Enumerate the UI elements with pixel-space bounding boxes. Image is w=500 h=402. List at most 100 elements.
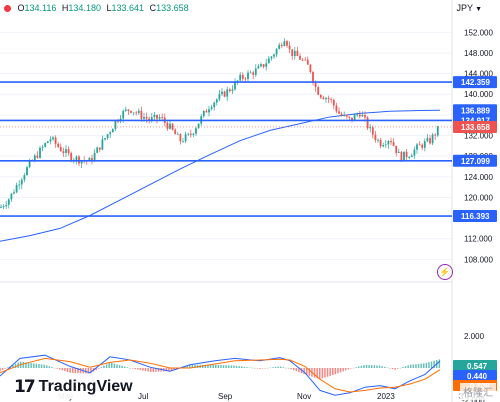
currency-label: JPY xyxy=(456,3,474,13)
x-tick-label: Sep xyxy=(218,392,233,401)
candle-body xyxy=(15,185,18,193)
candle-body xyxy=(114,120,117,130)
candle-body xyxy=(254,68,257,75)
ma-value-label: 136.889 xyxy=(461,106,490,115)
candle xyxy=(127,109,130,115)
y-tick-label: 152.000 xyxy=(464,28,493,37)
currency-selector[interactable]: JPY ▼ xyxy=(457,3,482,13)
candle xyxy=(436,126,439,137)
candle-body xyxy=(306,59,309,65)
candle-body xyxy=(395,145,398,153)
histogram-bar xyxy=(7,367,9,368)
histogram-bar xyxy=(126,367,129,368)
candle xyxy=(382,142,385,148)
histogram-bar xyxy=(303,368,305,375)
histogram-bar xyxy=(233,365,235,368)
histogram-bar xyxy=(103,365,105,368)
candle xyxy=(130,110,132,114)
candle-body xyxy=(93,152,96,162)
lightning-icon[interactable]: ⚡ xyxy=(437,264,453,280)
candle xyxy=(28,158,31,169)
candle xyxy=(366,116,369,131)
candle-body xyxy=(218,94,221,100)
moving-average-line xyxy=(0,109,441,242)
histogram-bar xyxy=(428,362,430,368)
candle xyxy=(418,141,421,146)
tradingview-mark-icon: 17 xyxy=(14,377,36,397)
candle-body xyxy=(309,64,312,72)
candle xyxy=(257,64,260,69)
candle xyxy=(65,144,67,157)
candle xyxy=(270,55,273,61)
histogram-bar xyxy=(391,368,394,369)
histogram-bar xyxy=(25,362,27,368)
candle-body xyxy=(288,45,291,50)
histogram-bar xyxy=(204,364,207,368)
candle xyxy=(46,140,49,144)
histogram-bar xyxy=(64,368,66,372)
osc-value-bg xyxy=(453,360,497,371)
candle-body xyxy=(317,87,320,95)
histogram-bar xyxy=(355,367,357,368)
candle-body xyxy=(348,116,351,118)
candle xyxy=(423,138,426,152)
histogram-bar xyxy=(124,366,126,368)
candle-body xyxy=(431,134,434,144)
candle xyxy=(348,116,351,120)
osc-value-label: 0.547 xyxy=(467,362,488,371)
histogram-bar xyxy=(358,366,360,368)
candle xyxy=(361,111,364,117)
close-value: 133.658 xyxy=(156,3,189,13)
candle-body xyxy=(231,89,234,92)
histogram-bar xyxy=(290,368,292,370)
candle xyxy=(358,110,361,119)
candle-body xyxy=(137,110,140,114)
candle-body xyxy=(46,141,49,144)
candle-body xyxy=(273,54,275,57)
candle xyxy=(286,39,288,48)
histogram-bar xyxy=(342,368,344,372)
candle-body xyxy=(345,114,348,117)
candle-body xyxy=(260,64,262,67)
candle-body xyxy=(124,109,127,111)
candle-body xyxy=(174,129,177,135)
candle xyxy=(319,94,322,100)
histogram-bar xyxy=(228,365,230,368)
candle-body xyxy=(299,55,301,60)
candle xyxy=(104,137,106,141)
candle xyxy=(98,147,101,153)
candle-body xyxy=(161,117,164,118)
histogram-bar xyxy=(212,364,214,368)
candle xyxy=(179,133,182,145)
histogram-bar xyxy=(246,367,248,368)
chevron-down-icon: ▼ xyxy=(475,6,482,13)
candle-body xyxy=(28,160,31,168)
candle-body xyxy=(390,141,392,143)
watermark: 格隆汇 xyxy=(460,383,496,400)
candles xyxy=(0,38,439,210)
candle xyxy=(327,95,330,104)
grid-lines xyxy=(0,31,452,260)
y-tick-label: 120.000 xyxy=(464,193,493,202)
histogram-bar xyxy=(384,366,386,368)
candle-body xyxy=(195,128,197,134)
candle-body xyxy=(156,114,158,119)
histogram-bar xyxy=(46,365,48,368)
candle xyxy=(2,204,5,210)
histogram-bar xyxy=(222,365,225,368)
candle-body xyxy=(111,129,114,133)
candle xyxy=(10,193,13,202)
histogram-bar xyxy=(207,364,209,368)
candle-body xyxy=(247,72,249,80)
candle-body xyxy=(280,44,283,47)
candle xyxy=(267,55,270,64)
candle xyxy=(189,129,192,138)
histogram-bar xyxy=(319,368,321,380)
candle xyxy=(301,57,304,62)
low-label: L xyxy=(106,3,112,13)
histogram-bar xyxy=(261,368,264,369)
candle-body xyxy=(202,110,205,117)
candle-body xyxy=(96,147,99,153)
candle-body xyxy=(249,72,252,74)
